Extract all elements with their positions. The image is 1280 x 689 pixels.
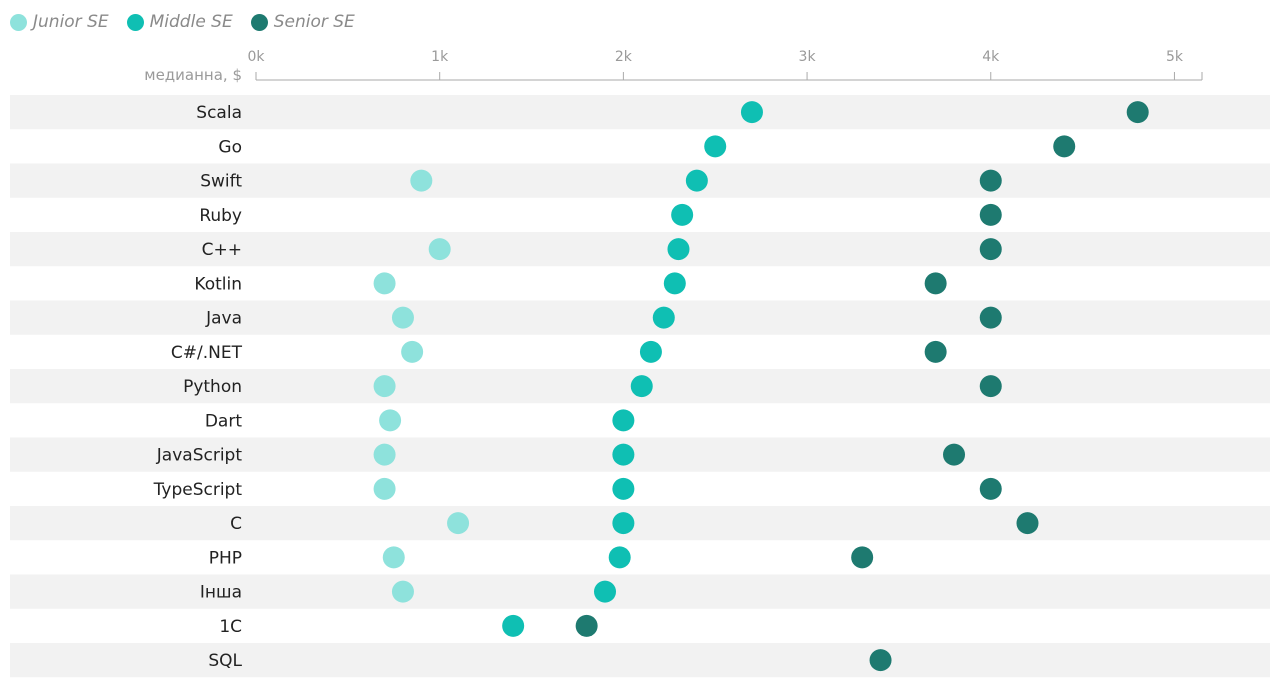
data-point-senior[interactable] — [575, 614, 598, 637]
row-band — [10, 163, 1270, 198]
row-band — [10, 643, 1270, 678]
legend-marker-senior — [250, 13, 268, 31]
x-tick-label: 2k — [615, 49, 633, 65]
data-point-middle[interactable] — [740, 101, 763, 124]
data-point-senior[interactable] — [1126, 101, 1149, 124]
data-point-senior[interactable] — [943, 443, 966, 466]
data-point-middle[interactable] — [612, 477, 635, 500]
row-band — [10, 95, 1270, 130]
data-point-middle[interactable] — [667, 238, 690, 261]
x-tick-label: 4k — [982, 49, 1000, 65]
data-point-junior[interactable] — [391, 580, 414, 603]
data-point-junior[interactable] — [410, 169, 433, 192]
category-label: PHP — [209, 548, 242, 568]
row-band — [10, 232, 1270, 267]
data-point-senior[interactable] — [924, 272, 947, 295]
data-point-junior[interactable] — [428, 238, 451, 261]
data-point-middle[interactable] — [612, 512, 635, 535]
data-point-senior[interactable] — [1053, 135, 1076, 158]
data-point-middle[interactable] — [612, 443, 635, 466]
category-label: C#/.NET — [171, 343, 243, 363]
data-point-senior[interactable] — [979, 306, 1002, 329]
data-point-senior[interactable] — [979, 203, 1002, 226]
x-axis-title: медианна, $ — [144, 66, 242, 84]
category-label: JavaScript — [156, 446, 243, 466]
row-band — [10, 437, 1270, 472]
category-label: Java — [205, 309, 242, 329]
category-label: Swift — [200, 172, 242, 192]
data-point-middle[interactable] — [671, 203, 694, 226]
row-band — [10, 506, 1270, 541]
data-point-junior[interactable] — [391, 306, 414, 329]
chart-legend: Junior SE Middle SE Senior SE — [10, 10, 373, 34]
category-label: Інша — [200, 583, 242, 603]
data-point-senior[interactable] — [869, 649, 892, 672]
data-point-junior[interactable] — [382, 546, 405, 569]
data-point-junior[interactable] — [373, 375, 396, 398]
data-point-middle[interactable] — [663, 272, 686, 295]
data-point-middle[interactable] — [608, 546, 631, 569]
data-point-junior[interactable] — [373, 477, 396, 500]
data-point-middle[interactable] — [704, 135, 727, 158]
data-point-senior[interactable] — [851, 546, 874, 569]
category-label: Go — [218, 137, 242, 157]
data-point-junior[interactable] — [379, 409, 402, 432]
legend-item-middle[interactable]: Middle SE — [126, 12, 233, 32]
legend-marker-middle — [126, 13, 144, 31]
data-point-middle[interactable] — [594, 580, 617, 603]
x-tick-label: 0k — [247, 49, 265, 65]
data-point-senior[interactable] — [924, 340, 947, 363]
data-point-senior[interactable] — [979, 375, 1002, 398]
data-point-junior[interactable] — [373, 443, 396, 466]
legend-item-senior[interactable]: Senior SE — [250, 12, 355, 32]
data-point-middle[interactable] — [639, 340, 662, 363]
category-label: Scala — [196, 103, 242, 123]
x-tick-label: 3k — [799, 49, 817, 65]
data-point-middle[interactable] — [502, 614, 525, 637]
legend-label-junior: Junior SE — [33, 12, 109, 32]
data-point-junior[interactable] — [401, 340, 424, 363]
data-point-middle[interactable] — [630, 375, 653, 398]
data-point-senior[interactable] — [979, 477, 1002, 500]
category-label: Dart — [205, 411, 242, 431]
category-label: Kotlin — [194, 274, 242, 294]
data-point-middle[interactable] — [685, 169, 708, 192]
category-label: SQL — [208, 651, 242, 671]
data-point-junior[interactable] — [447, 512, 470, 535]
legend-marker-junior — [10, 13, 27, 31]
legend-item-junior[interactable]: Junior SE — [10, 12, 109, 32]
x-tick-label: 5k — [1166, 49, 1184, 65]
data-point-senior[interactable] — [1016, 512, 1039, 535]
data-point-middle[interactable] — [652, 306, 675, 329]
category-label: C — [230, 514, 242, 534]
row-band — [10, 574, 1270, 609]
legend-label-senior: Senior SE — [273, 12, 355, 32]
category-label: C++ — [202, 240, 242, 260]
x-tick-label: 1k — [431, 49, 449, 65]
category-label: Python — [183, 377, 242, 397]
category-label: TypeScript — [153, 480, 243, 500]
row-band — [10, 300, 1270, 335]
category-label: Ruby — [199, 206, 242, 226]
data-point-middle[interactable] — [612, 409, 635, 432]
data-point-junior[interactable] — [373, 272, 396, 295]
data-point-senior[interactable] — [979, 238, 1002, 261]
data-point-senior[interactable] — [979, 169, 1002, 192]
category-label: 1С — [219, 617, 242, 637]
legend-label-middle: Middle SE — [149, 12, 233, 32]
